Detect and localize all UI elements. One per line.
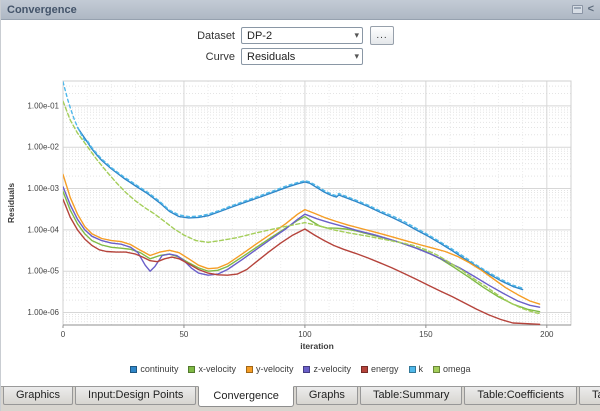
legend-item-y-velocity: y-velocity [245, 364, 294, 374]
legend-label: k [418, 364, 424, 374]
legend-item-energy: energy [361, 364, 399, 374]
curve-selected-value: Residuals [247, 50, 296, 63]
legend-item-z-velocity: z-velocity [303, 364, 351, 374]
collapse-panel-icon[interactable]: < [587, 3, 594, 15]
legend-item-k: k [408, 364, 424, 374]
tab-graphics[interactable]: Graphics [3, 387, 74, 405]
convergence-chart: 1.00e-01 1.00e-02 1.00e-03 1.00e-04 1.00e-05… [1, 69, 600, 374]
legend-item-x-velocity: x-velocity [188, 364, 236, 374]
panel-title: Convergence [7, 3, 77, 16]
dataset-selected-value: DP-2 [247, 29, 273, 42]
legend-label: x-velocity [198, 364, 236, 374]
svg-text:1.00e-06: 1.00e-06 [27, 308, 59, 317]
svg-text:Residuals: Residuals [6, 183, 16, 223]
tab-table-forces[interactable]: Table:Forces [578, 387, 600, 405]
svg-text:1.00e-02: 1.00e-02 [27, 143, 59, 152]
legend-swatch-k [408, 365, 416, 373]
legend-swatch-x-velocity [188, 365, 196, 373]
legend-item-omega: omega [433, 364, 471, 374]
legend-swatch-energy [361, 365, 368, 373]
legend-swatch-z-velocity [303, 365, 311, 373]
tab-input-design-points[interactable]: Input:Design Points [75, 387, 197, 405]
tab-table-coefficients[interactable]: Table:Coefficients [464, 387, 577, 405]
svg-text:1.00e-04: 1.00e-04 [27, 225, 59, 234]
tab-convergence[interactable]: Convergence [198, 386, 294, 407]
legend-swatch-omega [433, 365, 441, 373]
residuals-plot: 1.00e-01 1.00e-02 1.00e-03 1.00e-04 1.00e-05… [6, 80, 572, 351]
curve-label: Curve [205, 50, 235, 63]
svg-text:50: 50 [179, 330, 188, 339]
legend-swatch-y-velocity [245, 365, 253, 373]
svg-text:1.00e-01: 1.00e-01 [27, 101, 59, 110]
legend-label: continuity [140, 364, 179, 374]
tab-table-summary[interactable]: Table:Summary [359, 387, 463, 405]
svg-text:150: 150 [419, 330, 433, 339]
svg-text:iteration: iteration [300, 341, 334, 351]
tab-graphs[interactable]: Graphs [295, 387, 358, 405]
svg-text:100: 100 [298, 330, 312, 339]
legend-label: energy [371, 364, 399, 374]
dataset-label: Dataset [197, 29, 235, 42]
curve-select[interactable]: Residuals ▾ [241, 48, 363, 65]
float-panel-icon[interactable] [571, 5, 583, 14]
chevron-down-icon: ▾ [354, 51, 359, 61]
panel-title-bar: Convergence < [1, 0, 600, 20]
chart-controls: Dataset DP-2 ▾ ... Curve Residuals ▾ [1, 20, 600, 67]
view-tab-strip: Graphics Input:Design Points Convergence Gr… [1, 386, 600, 411]
svg-text:1.00e-05: 1.00e-05 [27, 267, 59, 276]
svg-text:1.00e-03: 1.00e-03 [27, 184, 59, 193]
legend-label: z-velocity [313, 364, 351, 374]
svg-text:0: 0 [61, 330, 66, 339]
legend-label: omega [443, 364, 471, 374]
chart-legend: continuity x-velocity y-velocity z-velocity… [1, 364, 600, 374]
svg-text:200: 200 [540, 330, 554, 339]
chevron-down-icon: ▾ [354, 30, 359, 40]
browse-dataset-button[interactable]: ... [370, 26, 394, 45]
legend-label: y-velocity [255, 364, 294, 374]
legend-item-continuity: continuity [130, 364, 178, 374]
legend-swatch-continuity [130, 365, 138, 373]
dataset-select[interactable]: DP-2 ▾ [241, 27, 363, 44]
